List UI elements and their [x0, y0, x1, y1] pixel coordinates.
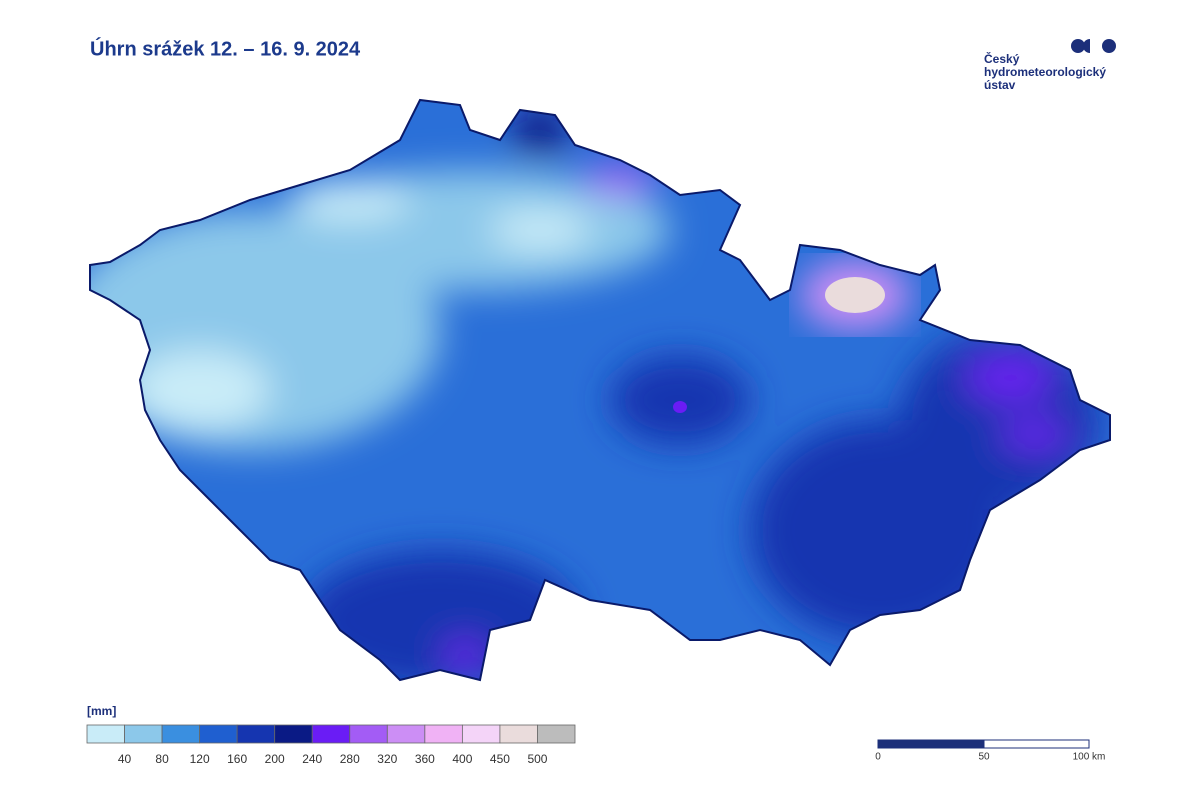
- legend-break: 450: [490, 752, 510, 766]
- legend-break: 80: [155, 752, 169, 766]
- scale-label: 50: [978, 752, 990, 763]
- title: Úhrn srážek 12. – 16. 9. 2024: [90, 36, 361, 60]
- legend-swatch: [86, 724, 125, 744]
- legend-swatch: [499, 724, 538, 744]
- legend: [mm] 40 80 120 160 200 240 280 320 360 400 450 500: [86, 704, 576, 766]
- logo-line: Český: [984, 51, 1020, 66]
- legend-break: 320: [377, 752, 397, 766]
- legend-swatch: [537, 724, 576, 744]
- legend-unit: [mm]: [87, 704, 116, 718]
- legend-swatch: [274, 724, 313, 744]
- map: [89, 99, 1111, 681]
- legend-break: 280: [340, 752, 360, 766]
- legend-break: 400: [452, 752, 472, 766]
- legend-swatch: [236, 724, 276, 744]
- legend-break: 500: [527, 752, 547, 766]
- scale-bar: 0 50 100 km: [875, 739, 1106, 763]
- legend-break: 240: [302, 752, 322, 766]
- logo-line: ústav: [984, 78, 1016, 92]
- legend-swatch: [161, 724, 201, 744]
- legend-break: 120: [190, 752, 210, 766]
- legend-break: 200: [265, 752, 285, 766]
- legend-break: 360: [415, 752, 435, 766]
- legend-swatch: [424, 724, 463, 744]
- logo-line: hydrometeorologický: [984, 65, 1106, 79]
- logo: Český hydrometeorologický ústav: [984, 39, 1116, 92]
- legend-swatch: [461, 724, 501, 744]
- logo-dot: [1083, 39, 1090, 53]
- legend-break: 40: [118, 752, 132, 766]
- legend-swatch: [311, 724, 351, 744]
- scale-label: 0: [875, 752, 881, 763]
- logo-text: Český hydrometeorologický ústav: [984, 51, 1106, 92]
- legend-break: 160: [227, 752, 247, 766]
- legend-swatch: [349, 724, 388, 744]
- scale-segment: [983, 739, 1090, 749]
- legend-swatch: [199, 724, 238, 744]
- scale-label: 100 km: [1073, 752, 1106, 763]
- legend-swatch: [386, 724, 426, 744]
- logo-dot: [1102, 39, 1116, 53]
- scale-segment: [877, 739, 985, 749]
- legend-swatch: [124, 724, 163, 744]
- logo-dot: [1071, 39, 1085, 53]
